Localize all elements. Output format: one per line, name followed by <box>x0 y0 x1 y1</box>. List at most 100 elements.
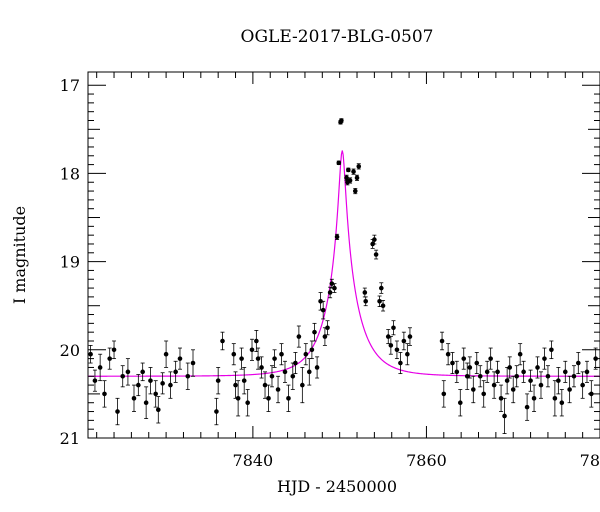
data-marker <box>300 382 305 388</box>
data-point <box>571 365 577 388</box>
data-point <box>464 362 470 390</box>
data-point <box>125 358 131 386</box>
data-marker <box>214 409 219 414</box>
data-point <box>272 349 277 368</box>
data-marker <box>332 285 337 291</box>
data-point <box>461 347 467 370</box>
data-point <box>322 327 328 346</box>
data-marker <box>517 351 523 357</box>
data-point <box>136 374 141 397</box>
data-marker <box>346 167 351 173</box>
data-point <box>521 360 526 383</box>
x-axis-ticks: 7840 7860 7880 <box>96 72 600 470</box>
data-marker <box>140 369 145 375</box>
y-tick-label: 17 <box>60 76 80 95</box>
model-curve <box>88 150 600 377</box>
y-axis-label: I magnitude <box>10 206 29 304</box>
data-marker <box>306 369 312 375</box>
data-point <box>510 375 516 404</box>
data-marker <box>542 356 547 361</box>
y-tick-label: 19 <box>60 253 80 272</box>
x-tick-label: 7880 <box>580 451 600 470</box>
data-marker <box>352 188 358 194</box>
data-point <box>336 160 342 166</box>
data-point <box>239 347 244 370</box>
data-point <box>249 338 255 361</box>
data-marker <box>362 290 368 295</box>
data-point <box>488 347 493 370</box>
data-marker <box>296 334 302 339</box>
data-point <box>88 344 93 364</box>
data-marker <box>372 237 377 242</box>
data-marker <box>356 164 362 169</box>
data-marker <box>125 369 131 375</box>
data-marker <box>388 343 394 348</box>
data-marker <box>266 396 271 401</box>
data-point <box>562 360 568 383</box>
data-marker <box>303 351 309 357</box>
y-tick-label: 21 <box>60 429 80 448</box>
data-point <box>502 397 507 434</box>
data-point <box>97 353 103 382</box>
data-marker <box>239 356 244 361</box>
data-marker <box>275 387 281 392</box>
data-point <box>314 356 320 379</box>
data-marker <box>160 381 165 386</box>
data-point <box>190 349 196 377</box>
data-marker <box>491 382 497 388</box>
data-point <box>318 292 323 311</box>
data-marker <box>507 365 513 370</box>
data-marker <box>535 365 540 370</box>
data-point <box>388 336 394 355</box>
data-marker <box>143 400 149 406</box>
data-point <box>405 343 410 366</box>
data-marker <box>457 400 463 406</box>
data-marker <box>401 338 407 344</box>
data-point <box>185 362 191 390</box>
data-marker <box>398 360 403 366</box>
data-point <box>379 282 384 294</box>
data-marker <box>314 365 320 370</box>
data-point <box>245 389 250 417</box>
plot-frame <box>87 71 600 439</box>
data-point <box>580 371 585 399</box>
data-marker <box>510 387 516 392</box>
data-point <box>351 168 356 175</box>
data-marker <box>552 396 558 401</box>
data-point <box>303 343 309 366</box>
data-point <box>160 372 165 395</box>
data-point <box>391 320 396 336</box>
data-marker <box>391 325 396 331</box>
data-point <box>352 188 358 195</box>
data-point <box>300 367 305 404</box>
data-point <box>143 386 149 419</box>
data-marker <box>498 396 504 401</box>
data-marker <box>325 325 330 331</box>
data-point <box>567 375 572 404</box>
data-marker <box>177 356 183 361</box>
data-point <box>346 167 351 173</box>
data-marker <box>481 391 487 397</box>
data-point <box>163 340 169 368</box>
data-marker <box>538 382 544 388</box>
data-point <box>467 356 473 379</box>
data-marker <box>394 347 400 353</box>
data-marker <box>488 356 493 361</box>
data-point <box>140 362 145 382</box>
data-marker <box>385 334 391 339</box>
data-point <box>549 340 554 360</box>
data-point <box>454 360 460 383</box>
data-marker <box>471 387 476 392</box>
data-marker <box>576 360 581 366</box>
data-marker <box>524 404 530 410</box>
data-marker <box>92 378 98 383</box>
data-marker <box>439 338 445 344</box>
data-marker <box>334 234 340 240</box>
data-point <box>115 397 120 426</box>
data-marker <box>107 356 112 361</box>
data-marker <box>220 338 225 344</box>
data-point <box>556 367 561 395</box>
y-tick-label: 20 <box>60 341 80 360</box>
data-point <box>312 322 317 342</box>
data-marker <box>318 299 323 304</box>
